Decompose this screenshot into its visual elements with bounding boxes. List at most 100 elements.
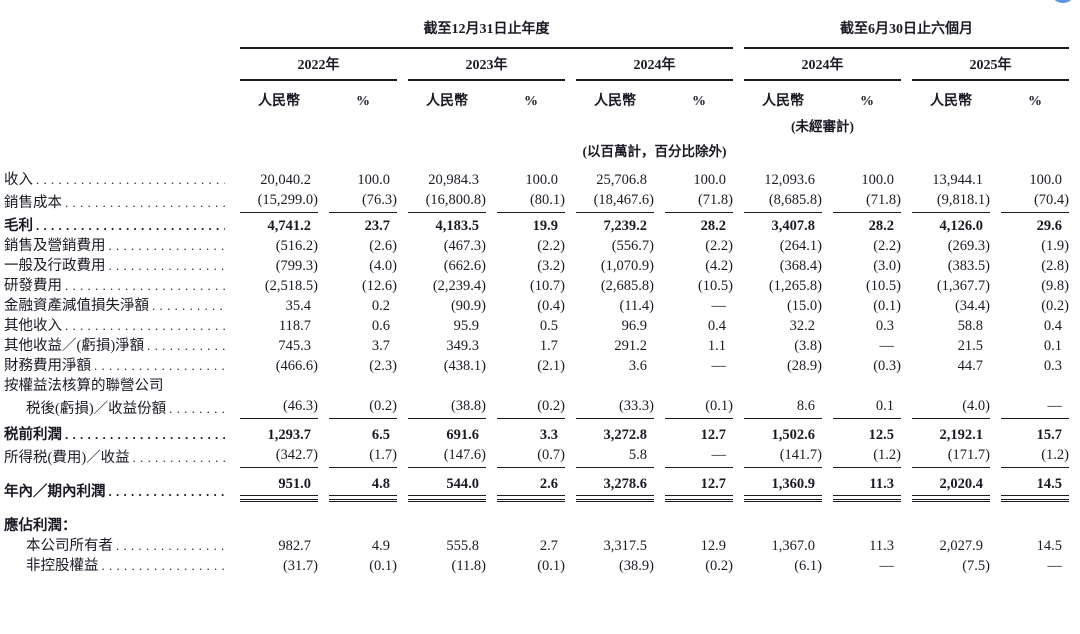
cell-value: 3,317.5 [603,538,648,554]
cell-value: (383.5) [947,258,990,274]
cell-value: 25,706.8 [596,172,647,188]
cell-value: (10.5) [697,278,733,294]
dot-leader [94,356,225,376]
dot-leader [109,482,226,502]
cell-value: 32.2 [789,318,815,334]
table-row: 應佔利潤： [4,516,1074,536]
cell-value: (71.8) [665,190,733,213]
cell-value: (38.9) [618,558,654,574]
cell-value: 12,093.6 [764,172,815,188]
cell-value: 4,741.2 [267,218,312,234]
percent-header: % [860,94,874,109]
cell-value: 982.7 [278,538,311,554]
cell-value: 11.3 [869,538,894,554]
cell-value: (3.0) [873,258,901,274]
currency-header: 人民幣 [930,94,972,109]
cell-value: 3,407.8 [771,218,816,234]
period-header-interim: 截至6月30日止六個月 [744,18,1069,49]
dot-leader [36,216,225,236]
percent-header: % [692,94,706,109]
cell-value: 12.7 [700,427,726,443]
year-header-row: 2022年 2023年 2024年 2024年 2025年 [4,54,1074,81]
row-label: 財務費用淨額 [4,356,229,376]
cell-value: (2.1) [537,358,565,374]
cell-value: 0.4 [1043,318,1062,334]
cell-value: 6.5 [371,427,390,443]
cell-value: (556.7) [611,238,654,254]
cell-value: — [711,358,727,374]
cell-value: (2.2) [705,238,733,254]
cell-value: 0.4 [707,318,726,334]
dot-leader [65,425,225,445]
cell-value: 14.5 [1001,474,1069,502]
dot-leader [102,556,226,576]
cell-value: (10.7) [529,278,565,294]
cell-value: 29.6 [1036,218,1062,234]
cell-value: 11.3 [833,474,901,502]
unaudited-note: (未經審計) [791,119,854,134]
cell-value: 14.5 [1036,538,1062,554]
cell-value: 544.0 [408,474,486,502]
cell-value: 2,027.9 [939,538,984,554]
cell-value: (438.1) [443,358,486,374]
table-row: 税前利潤 1,293.7 6.5 691.6 3.3 3,272.8 12.7 1,502.6… [4,425,1074,445]
cell-value: (28.9) [786,358,822,374]
cell-value: (11.8) [451,558,487,574]
cell-value: (46.3) [240,396,318,419]
cell-value: 4,183.5 [435,218,480,234]
cell-value: 0.3 [1043,358,1062,374]
cell-value: 12.5 [868,427,894,443]
cell-value: (0.1) [665,396,733,419]
unaudited-note-row: (未經審計) [4,115,1074,135]
subheader-row: 人民幣 % 人民幣 % 人民幣 % 人民幣 % 人民幣 % [4,90,1074,110]
cell-value: 28.2 [868,218,894,234]
currency-header: 人民幣 [426,94,468,109]
floating-scroll-button[interactable] [1050,0,1076,3]
cell-value: 100.0 [861,172,894,188]
row-label: 其他收益／(虧損)淨額 [4,336,229,356]
cell-value: (2,239.4) [432,278,486,294]
row-label: 税後(虧損)／收益份額 [4,399,229,419]
cell-value: (4.2) [705,258,733,274]
income-statement-table: 收入 20,040.2 100.0 20,984.3 100.0 25,706.8 100.… [4,170,1074,576]
table-row: 税後(虧損)／收益份額 (46.3) (0.2) (38.8) (0.2) (33.3) (… [4,396,1074,419]
dot-leader [36,170,225,190]
dot-leader [116,536,225,556]
cell-value: 100.0 [357,172,390,188]
row-label: 本公司所有者 [4,536,229,556]
cell-value: 691.6 [446,427,479,443]
row-label: 非控股權益 [4,556,229,576]
table-row: 一般及行政費用 (799.3) (4.0) (662.6) (3.2) (1,070.9)… [4,256,1074,276]
cell-value: (15.0) [786,298,822,314]
cell-value: (1.9) [1041,238,1069,254]
cell-value: — [879,338,895,354]
cell-value: (0.2) [1041,298,1069,314]
cell-value: (1.2) [833,445,901,468]
cell-value: (2.2) [873,238,901,254]
cell-value: (3.8) [794,338,822,354]
row-label: 毛利 [4,216,229,236]
dot-leader [65,316,225,336]
table-row: 非控股權益 (31.7) (0.1) (11.8) (0.1) (38.9) (0.2) (6… [4,556,1074,576]
cell-value: 3,272.8 [603,427,648,443]
cell-value: (467.3) [443,238,486,254]
cell-value: (8,685.8) [744,190,822,213]
cell-value: 555.8 [446,538,479,554]
cell-value: 96.9 [621,318,647,334]
cell-value: (0.2) [497,396,565,419]
cell-value: 745.3 [278,338,311,354]
cell-value: (171.7) [912,445,990,468]
cell-value: — [1047,558,1063,574]
row-label: 所得税(費用)／收益 [4,448,229,468]
unit-note-row: (以百萬計，百分比除外) [4,140,1074,160]
cell-value: (264.1) [779,238,822,254]
cell-value: (9,818.1) [912,190,990,213]
cell-value: (10.5) [865,278,901,294]
table-row: 所得税(費用)／收益 (342.7) (1.7) (147.6) (0.7) 5.8 — (1… [4,445,1074,468]
cell-value: (18,467.6) [576,190,654,213]
cell-value: (38.8) [408,396,486,419]
cell-value: (2.2) [537,238,565,254]
cell-value: 1.7 [539,338,558,354]
cell-value: 1,367.0 [771,538,816,554]
